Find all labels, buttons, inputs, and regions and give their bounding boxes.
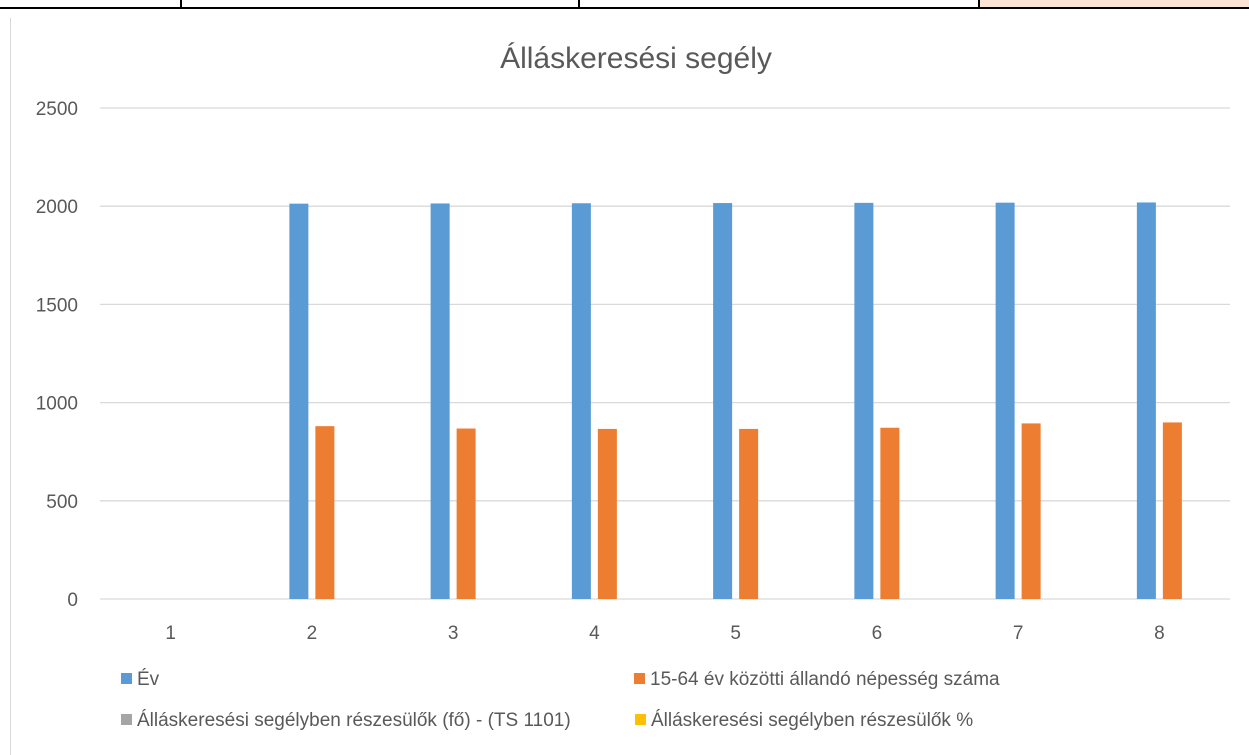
legend-swatch bbox=[634, 673, 645, 684]
y-tick-label: 2000 bbox=[36, 197, 78, 218]
bar-nepesseg[interactable] bbox=[1021, 423, 1041, 599]
bar-ev[interactable] bbox=[854, 202, 874, 599]
bar-ev[interactable] bbox=[995, 202, 1015, 599]
y-tick-label: 2500 bbox=[36, 99, 78, 120]
y-tick-label: 1000 bbox=[36, 394, 78, 415]
x-tick-label: 5 bbox=[730, 623, 741, 644]
x-tick-label: 8 bbox=[1154, 623, 1165, 644]
sheet-cell[interactable] bbox=[182, 0, 580, 9]
legend-swatch bbox=[635, 714, 646, 725]
sheet-cell-highlighted[interactable] bbox=[980, 0, 1249, 9]
legend-label[interactable]: Év bbox=[137, 669, 160, 690]
x-tick-label: 4 bbox=[589, 623, 600, 644]
y-tick-label: 500 bbox=[46, 492, 78, 513]
bar-nepesseg[interactable] bbox=[880, 427, 900, 599]
x-tick-label: 7 bbox=[1013, 623, 1024, 644]
bar-ev[interactable] bbox=[713, 203, 733, 599]
x-tick-label: 3 bbox=[448, 623, 459, 644]
bar-nepesseg[interactable] bbox=[1162, 422, 1182, 599]
bar-nepesseg[interactable] bbox=[315, 426, 335, 599]
legend-label[interactable]: Álláskeresési segélyben részesülők (fő) … bbox=[137, 710, 571, 731]
sheet-cell[interactable] bbox=[0, 0, 182, 9]
bar-ev[interactable] bbox=[1136, 202, 1156, 600]
x-tick-label: 1 bbox=[165, 623, 176, 644]
y-tick-label: 1500 bbox=[36, 295, 78, 316]
bar-nepesseg[interactable] bbox=[597, 428, 617, 599]
chart-area[interactable] bbox=[10, 18, 1249, 755]
chart-title: Álláskeresési segély bbox=[500, 42, 772, 75]
bar-ev[interactable] bbox=[571, 203, 591, 599]
legend-swatch bbox=[121, 673, 132, 684]
x-tick-label: 6 bbox=[872, 623, 883, 644]
x-tick-label: 2 bbox=[307, 623, 318, 644]
bar-ev[interactable] bbox=[430, 203, 450, 600]
y-tick-label: 0 bbox=[67, 590, 78, 611]
bar-nepesseg[interactable] bbox=[456, 428, 476, 599]
sheet-cell[interactable] bbox=[580, 0, 980, 9]
bar-nepesseg[interactable] bbox=[739, 428, 759, 599]
legend-label[interactable]: Álláskeresési segélyben részesülők % bbox=[651, 710, 973, 731]
legend-swatch bbox=[121, 714, 132, 725]
legend-label[interactable]: 15-64 év közötti állandó népesség száma bbox=[650, 669, 1000, 690]
bar-ev[interactable] bbox=[289, 203, 309, 600]
spreadsheet-row-strip bbox=[0, 0, 1249, 9]
